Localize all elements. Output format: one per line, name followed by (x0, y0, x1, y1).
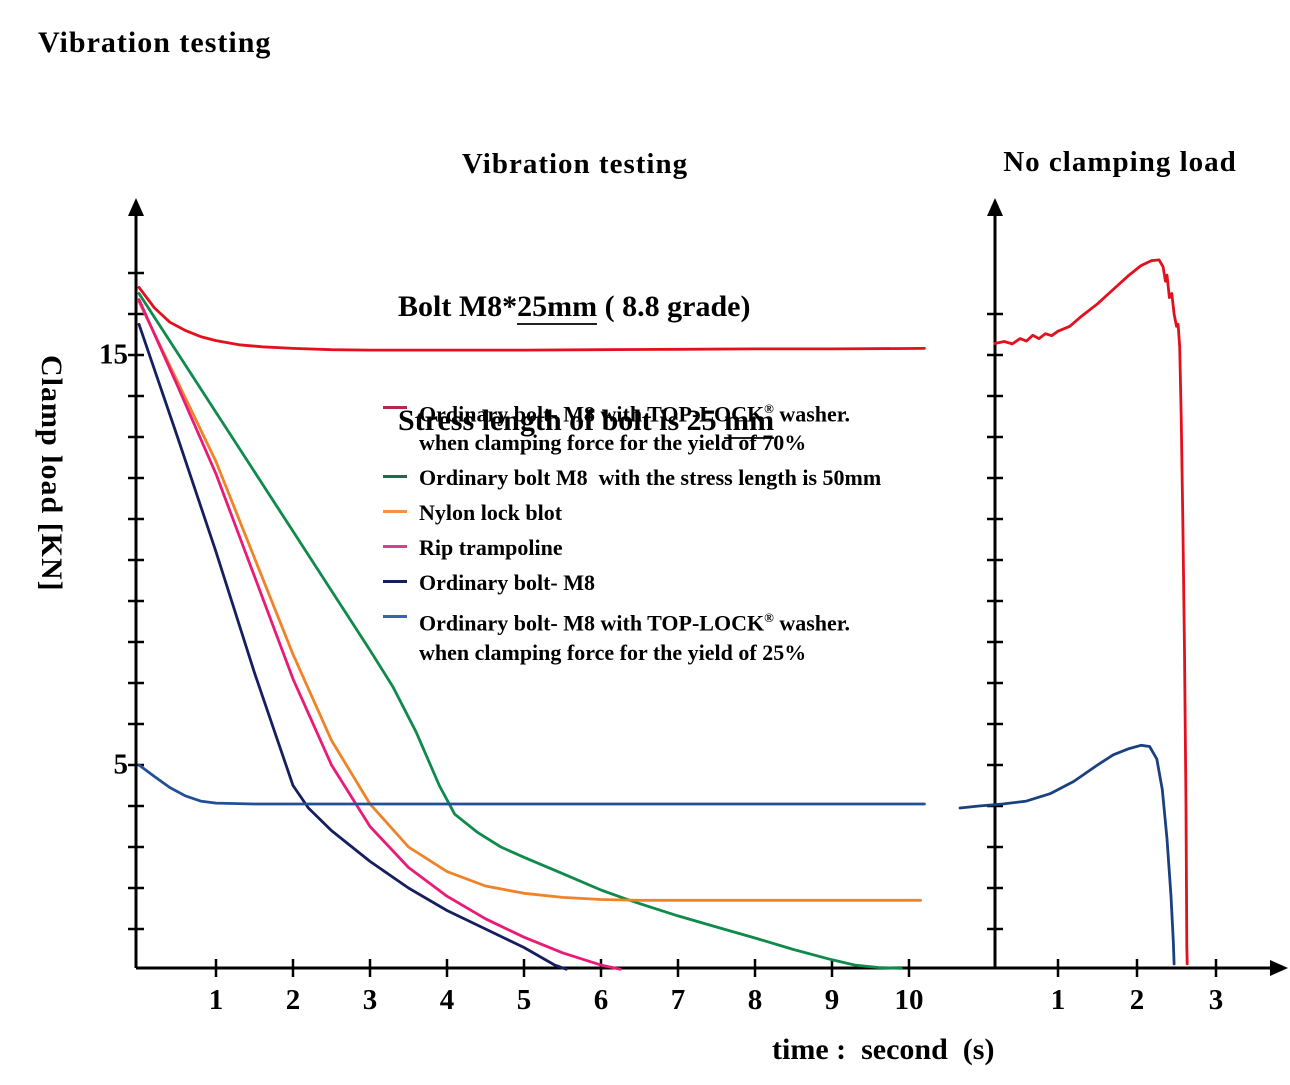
main-chart-title: Vibration testing (461, 148, 689, 180)
x-tick-label: 8 (747, 984, 763, 1016)
legend-label: Ordinary bolt M8 with the stress length … (419, 465, 882, 491)
legend-item: Ordinary bolt M8 with the stress length … (383, 463, 881, 492)
legend-label: Rip trampoline (419, 535, 563, 561)
x-tick-label: 1 (208, 984, 224, 1016)
right-chart-title: No clamping load (1003, 146, 1237, 178)
legend-dash-orange (383, 510, 407, 514)
series-curve (958, 743, 1176, 966)
x-tick-label: 2 (285, 984, 301, 1016)
x-tick-label: 7 (670, 984, 686, 1016)
legend-dash-red (383, 406, 407, 409)
legend-dash-navy (383, 580, 407, 584)
x-tick-label: 6 (593, 984, 609, 1016)
page-title: Vibration testing (38, 26, 272, 59)
legend-item: Rip trampoline (383, 533, 881, 562)
legend-item: Ordinary bolt- M8 (383, 568, 881, 597)
legend-label: Nylon lock blot (419, 500, 563, 526)
series-curve (137, 298, 622, 971)
legend: Ordinary bolt- M8 with TOP-LOCK® washer.… (383, 394, 881, 667)
legend-label: Ordinary bolt- M8 (419, 570, 595, 596)
legend-label: Ordinary bolt- M8 with TOP-LOCK® washer.… (419, 610, 851, 665)
x-tick-label: 9 (824, 984, 840, 1016)
x-tick-label: 1 (1050, 984, 1066, 1016)
x-axis-label: time : second (s) (772, 1033, 995, 1066)
legend-label: Ordinary bolt- M8 with TOP-LOCK® washer.… (419, 401, 851, 456)
x-tick-label: 5 (516, 984, 532, 1016)
series-curve (137, 286, 926, 352)
x-tick-label: 2 (1129, 984, 1145, 1016)
subtitle-line2: Stress length of bolt is 25 mm (398, 404, 775, 439)
legend-item: Ordinary bolt- M8 with TOP-LOCK® washer.… (383, 394, 881, 457)
y-tick-label: 5 (113, 748, 129, 781)
legend-dash-blue (383, 615, 407, 619)
x-tick-label: 3 (1208, 984, 1224, 1016)
x-tick-label: 4 (439, 984, 455, 1016)
legend-item: Nylon lock blot (383, 498, 881, 527)
x-tick-label: 10 (894, 984, 924, 1016)
legend-item: Ordinary bolt- M8 with TOP-LOCK® washer.… (383, 603, 881, 666)
series-curve (993, 258, 1189, 966)
y-axis-label: Clamp load [KN] (35, 355, 68, 592)
series-curve (137, 300, 922, 902)
series-curve (137, 763, 926, 806)
y-tick-label: 15 (99, 338, 128, 371)
series-curve (137, 292, 903, 970)
subtitle-line1: Bolt M8*25mm ( 8.8 grade) (398, 290, 751, 325)
legend-dash-green (383, 475, 407, 479)
legend-dash-pink (383, 545, 407, 549)
series-curve (137, 322, 568, 971)
main-chart-subtitle: Bolt M8*25mm ( 8.8 grade) Stress length … (398, 212, 775, 516)
x-tick-label: 3 (362, 984, 378, 1016)
